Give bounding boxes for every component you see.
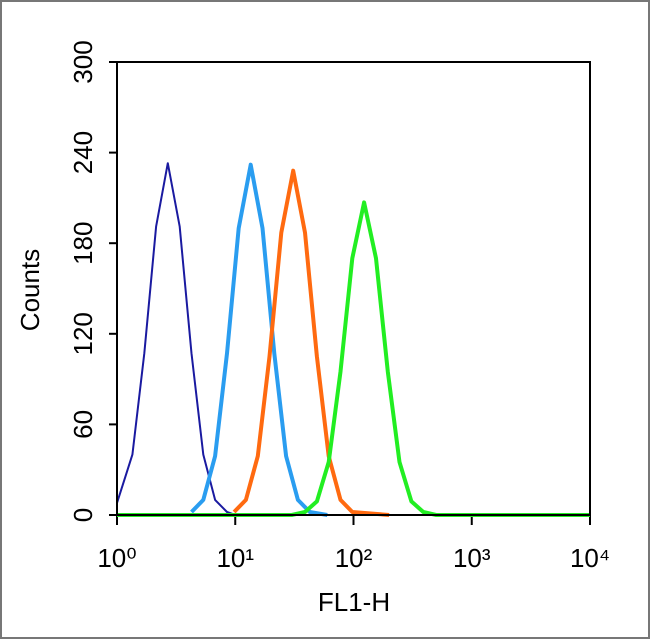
histogram-line [190,162,328,517]
y-tick-label: 0 [68,508,98,522]
x-axis-label: FL1-H [318,587,390,617]
x-tick-label: 10³ [453,543,491,573]
y-tick-label: 240 [68,131,98,174]
histogram-line [232,168,390,517]
y-axis-label: Counts [15,249,45,331]
histogram-line [116,162,236,516]
x-tick-label: 10¹ [216,543,254,573]
x-tick-label: 10² [335,543,373,573]
plot-border [116,61,591,516]
y-tick-label: 180 [68,222,98,265]
y-tick-label: 120 [68,312,98,355]
x-tick-label: 10⁰ [97,543,136,573]
y-tick-label: 300 [68,40,98,83]
x-tick-label: 10⁴ [570,543,610,573]
histogram-line [117,200,590,517]
y-tick-label: 60 [68,410,98,439]
